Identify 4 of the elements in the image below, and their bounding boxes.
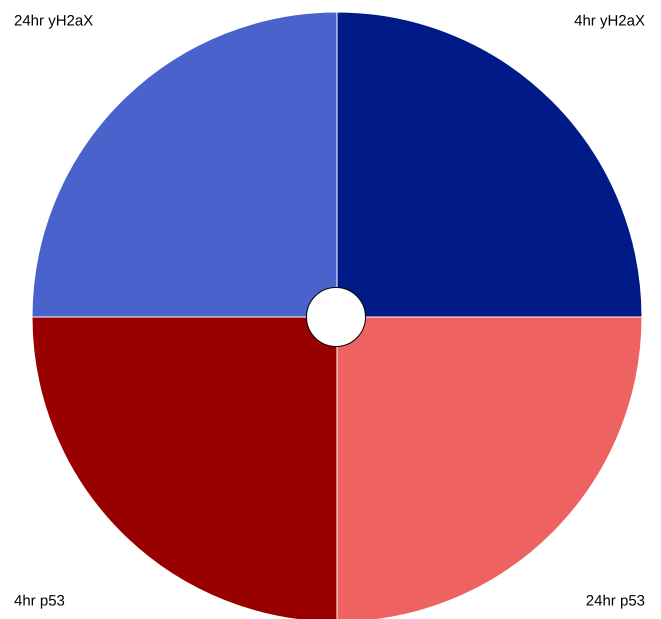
- slice-label: 24hr p53: [586, 592, 645, 610]
- slice-label: 4hr p53: [14, 592, 65, 610]
- slice-label: 4hr yH2aX: [574, 12, 645, 30]
- slice-label: 24hr yH2aX: [14, 12, 94, 30]
